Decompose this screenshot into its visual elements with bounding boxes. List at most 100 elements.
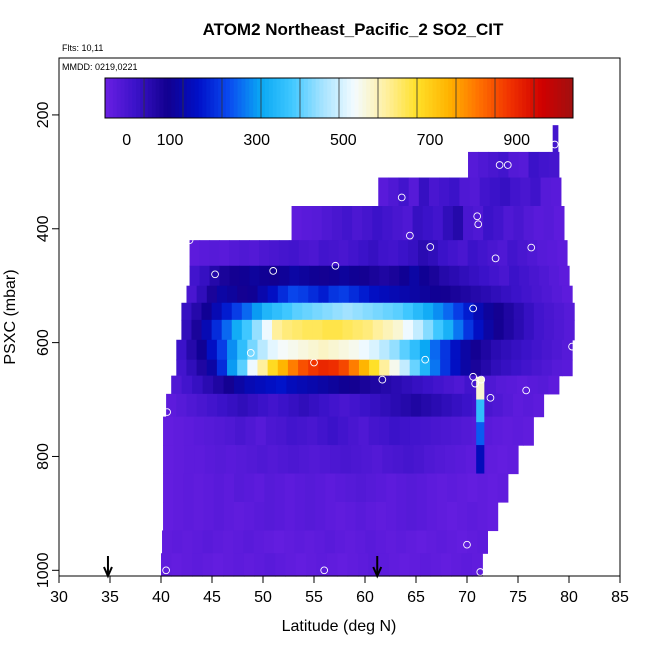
- heatmap-cell: [473, 319, 485, 341]
- heatmap-cell: [254, 502, 266, 532]
- heatmap-cell: [269, 240, 280, 267]
- flight-point: [426, 243, 435, 251]
- heatmap-cell: [329, 393, 341, 418]
- x-tick-label: 60: [356, 589, 374, 606]
- heatmap-cell: [274, 502, 286, 532]
- heatmap-cell: [234, 473, 245, 503]
- colorbar-tick-label: 0: [122, 132, 131, 149]
- heatmap-cell: [365, 502, 377, 532]
- heatmap-cell: [192, 530, 204, 554]
- heatmap-cell: [216, 359, 228, 377]
- heatmap-cell: [278, 393, 290, 418]
- heatmap-cell: [227, 339, 238, 361]
- heatmap-cell: [186, 359, 198, 377]
- heatmap-cell: [388, 240, 399, 267]
- heatmap-cell: [237, 393, 249, 418]
- heatmap-cell: [449, 177, 461, 207]
- heatmap-cell: [171, 553, 183, 577]
- heatmap-cell: [399, 553, 411, 577]
- colorbar-swatch: [389, 78, 395, 118]
- heatmap-cell: [487, 473, 499, 503]
- heatmap-cell: [461, 393, 473, 418]
- heatmap-cell: [352, 319, 364, 341]
- colorbar-swatch: [479, 78, 484, 118]
- heatmap-cell: [227, 359, 238, 377]
- heatmap-cell: [173, 473, 184, 503]
- heatmap-cell: [549, 265, 560, 287]
- heatmap-cell: [335, 473, 347, 503]
- heatmap-cell: [372, 206, 383, 241]
- heatmap-cell: [489, 265, 500, 287]
- heatmap-cell: [163, 473, 174, 503]
- colorbar-swatch: [214, 78, 219, 118]
- heatmap-cell: [275, 553, 286, 577]
- heatmap-cell: [224, 416, 236, 446]
- flight-point: [474, 220, 483, 229]
- heatmap-cell: [379, 339, 391, 361]
- heatmap-cell: [523, 302, 535, 321]
- heatmap-cell: [173, 416, 185, 446]
- colorbar-swatch: [257, 78, 262, 118]
- heatmap-cell: [482, 393, 494, 418]
- heatmap-cell: [486, 445, 498, 475]
- heatmap-cell: [442, 206, 454, 241]
- heatmap-cell: [285, 553, 297, 577]
- heatmap-cell: [378, 240, 389, 267]
- colorbar-swatch: [264, 78, 270, 118]
- heatmap-cell: [457, 502, 468, 532]
- heatmap-cell: [416, 473, 428, 503]
- heatmap-cell: [434, 445, 446, 475]
- heatmap-cell: [487, 240, 499, 267]
- heatmap-cell: [342, 302, 354, 321]
- heatmap-cell: [325, 502, 336, 532]
- heatmap-cell: [452, 206, 464, 241]
- heatmap-cell: [236, 445, 248, 475]
- heatmap-cell: [382, 206, 394, 241]
- heatmap-cell: [253, 530, 265, 554]
- heatmap-cell: [284, 473, 296, 503]
- colorbar-swatch: [541, 78, 547, 118]
- colorbar-border: [104, 77, 574, 119]
- colorbar-swatch: [467, 78, 473, 118]
- heatmap-cell: [507, 445, 519, 475]
- heatmap-cell: [277, 339, 289, 361]
- heatmap-cell: [212, 530, 224, 554]
- heatmap-cell: [237, 285, 248, 304]
- heatmap-cell: [287, 359, 299, 377]
- heatmap-cell: [410, 393, 422, 418]
- heatmap-cell: [499, 265, 510, 287]
- heatmap-cell: [451, 416, 462, 446]
- colorbar-swatch: [268, 78, 274, 118]
- flight-point: [162, 566, 170, 575]
- heatmap-cell: [378, 553, 390, 577]
- heatmap-cell: [517, 240, 528, 267]
- heatmap-cell: [449, 265, 460, 287]
- heatmap-cell: [202, 530, 214, 554]
- heatmap-cell: [221, 302, 233, 321]
- heatmap-cell: [292, 302, 303, 321]
- heatmap-cell: [183, 416, 195, 446]
- colorbar-swatch: [561, 78, 566, 118]
- flight-point: [495, 161, 504, 169]
- heatmap-cell: [480, 285, 492, 304]
- heatmap-cell: [234, 502, 245, 532]
- heatmap-cell: [358, 339, 370, 361]
- heatmap-cell: [419, 265, 430, 287]
- heatmap-cell: [176, 393, 188, 418]
- heatmap-cell: [199, 240, 211, 267]
- heatmap-cell: [493, 206, 504, 241]
- heatmap-cell: [497, 240, 508, 267]
- heatmap-cell: [219, 265, 231, 287]
- heatmap-cell: [436, 473, 448, 503]
- colorbar-swatch: [463, 78, 469, 118]
- heatmap-cell: [543, 206, 555, 241]
- heatmap-cell: [510, 177, 521, 207]
- colorbar-swatch: [498, 78, 504, 118]
- heatmap-cell: [418, 177, 430, 207]
- heatmap-cell: [321, 206, 333, 241]
- colorbar-swatch: [385, 78, 391, 118]
- heatmap-cell: [368, 240, 379, 267]
- heatmap-cell: [409, 416, 421, 446]
- heatmap-cell: [355, 473, 367, 503]
